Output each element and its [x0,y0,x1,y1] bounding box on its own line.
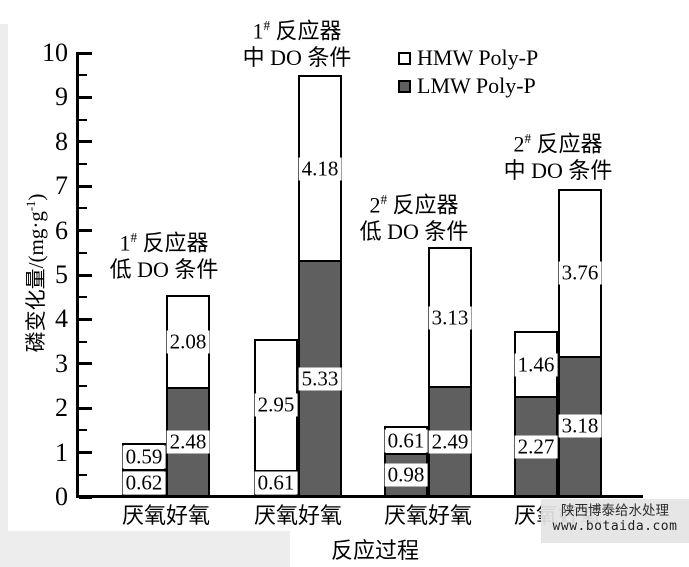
value-label-hmw: 0.61 [384,429,428,453]
y-minor-tick [79,341,87,343]
annotation-condition-line: 中 DO 条件 [242,45,352,71]
annotation-reactor-line: 1# 反应器 [252,18,342,44]
y-tick-label: 1 [55,438,68,467]
y-tick-label: 8 [55,127,68,156]
watermark-url: www.botaida.com [552,519,678,534]
y-tick-label: 7 [55,171,68,200]
lmw-legend-swatch-icon [398,79,411,93]
x-category-label: 好氧 [165,503,211,528]
value-label-lmw: 0.62 [122,471,166,495]
group-annotation: 2# 反应器低 DO 条件 [360,186,469,245]
legend-item-lmw: LMW Poly-P [398,72,538,100]
annotation-condition-line: 低 DO 条件 [109,257,219,283]
y-major-tick [79,140,92,143]
x-category-label: 好氧 [297,503,343,528]
y-minor-tick [79,163,87,165]
y-minor-tick [79,252,87,254]
legend-label-hmw: HMW Poly-P [417,45,539,70]
y-minor-tick [79,207,87,209]
value-label-hmw: 0.59 [122,445,166,469]
y-tick-label: 9 [55,82,68,111]
y-tick-label: 6 [55,216,68,245]
annotation-reactor-line: 2# 反应器 [513,131,603,157]
x-axis-line [76,495,643,498]
y-minor-tick [79,429,87,431]
y-tick-label: 4 [55,304,68,333]
y-major-tick [79,407,92,410]
x-category-label: 好氧 [427,503,473,528]
value-label-hmw: 2.95 [254,393,298,417]
group-annotation: 1# 反应器低 DO 条件 [110,224,219,283]
value-label-hmw: 2.08 [166,330,210,354]
y-tick-label: 10 [42,38,68,67]
annotation-sup: # [130,230,138,245]
value-label-lmw: 2.48 [166,430,210,454]
x-category-label: 厌氧 [383,503,429,528]
y-tick-label: 5 [55,260,68,289]
watermark: 陕西博泰给水处理 www.botaida.com [541,499,689,543]
y-minor-tick [79,74,87,76]
x-axis-title: 反应过程 [331,538,420,563]
y-minor-tick [79,474,87,476]
y-major-tick [79,362,92,365]
y-major-tick [79,96,92,99]
value-label-lmw: 2.49 [428,430,472,454]
watermark-text: 陕西博泰给水处理 [561,503,669,518]
annotation-reactor-line: 1# 反应器 [119,230,209,256]
x-category-label: 厌氧 [253,503,299,528]
y-minor-tick [79,119,87,121]
legend-item-hmw: HMW Poly-P [398,44,538,72]
value-label-hmw: 3.13 [428,306,472,330]
annotation-condition-line: 低 DO 条件 [359,219,469,245]
value-label-hmw: 4.18 [298,157,342,181]
annotation-condition-line: 中 DO 条件 [503,158,613,184]
y-axis-title-sup: -1 [24,200,38,212]
y-tick-label: 0 [55,482,68,511]
legend: HMW Poly-P LMW Poly-P [398,44,538,100]
y-major-tick [79,451,92,454]
y-major-tick [79,185,92,188]
value-label-lmw: 5.33 [298,367,342,391]
y-tick-label: 2 [55,393,68,422]
value-label-lmw: 3.18 [558,414,602,438]
value-label-lmw: 0.98 [384,463,428,487]
y-major-tick [79,318,92,321]
value-label-hmw: 3.76 [558,261,602,285]
value-label-lmw: 2.27 [514,435,558,459]
y-tick-label: 3 [55,349,68,378]
x-category-label: 厌氧 [121,503,167,528]
group-annotation: 2# 反应器中 DO 条件 [504,125,613,184]
annotation-sup: # [380,192,388,207]
y-axis-line [76,52,79,498]
value-label-lmw: 0.61 [254,471,298,495]
annotation-sup: # [524,131,532,146]
annotation-sup: # [263,18,271,33]
annotation-reactor-line: 2# 反应器 [369,192,459,218]
scan-artifact-left [0,24,8,567]
value-label-hmw: 1.46 [514,353,558,377]
scan-artifact-bottom [0,531,290,567]
legend-label-lmw: LMW Poly-P [417,73,536,98]
hmw-legend-swatch-icon [398,51,411,65]
group-annotation: 1# 反应器中 DO 条件 [243,12,352,71]
y-major-tick [79,229,92,232]
y-major-tick [79,274,92,277]
y-minor-tick [79,385,87,387]
y-minor-tick [79,296,87,298]
y-major-tick [79,52,92,55]
